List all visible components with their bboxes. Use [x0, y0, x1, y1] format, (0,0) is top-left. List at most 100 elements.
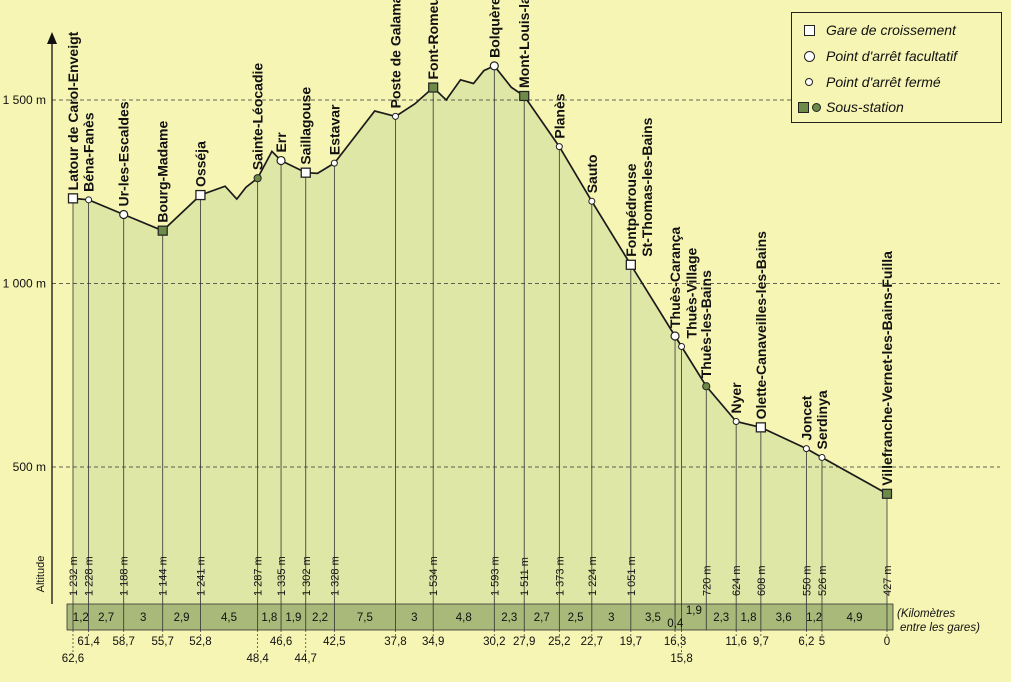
km-label: 0: [884, 636, 890, 648]
altitude-label: 550 m: [801, 565, 813, 596]
station-marker-ferme: [802, 445, 810, 453]
legend-item-sous-station: Sous-station: [792, 95, 1001, 119]
station-name: Osséja: [192, 141, 208, 187]
station-name: Mont-Louis-la-Cabanasse: [516, 0, 532, 88]
km-label: 48,4: [246, 653, 269, 665]
altitude-label: 1 232 m: [68, 556, 80, 596]
segment-distance: 7,5: [357, 612, 373, 624]
altitude-label: 624 m: [731, 565, 743, 596]
segment-distance: 1,2: [73, 612, 89, 624]
station-marker-ferme: [818, 453, 826, 461]
legend-label: Point d'arrêt fermé: [826, 74, 941, 90]
filled-square-icon: [797, 101, 809, 113]
segment-distance: 2,5: [568, 612, 584, 624]
x-axis-note: entre les gares): [900, 622, 980, 634]
segment-distance: 3: [411, 612, 417, 624]
altitude-label: 1 335 m: [276, 556, 288, 596]
station-name: Latour de Carol-Enveigt: [65, 31, 81, 190]
altitude-label: 1 228 m: [84, 556, 96, 596]
segment-distance: 3,5: [645, 612, 661, 624]
station-name: Serdinya: [814, 390, 830, 449]
station-marker-gare: [755, 422, 767, 433]
segment-distance: 4,8: [456, 612, 472, 624]
altitude-label: 427 m: [882, 565, 894, 596]
station-marker-facultatif: [489, 61, 499, 71]
y-axis-arrow: [47, 32, 57, 44]
km-label: 46,6: [270, 636, 292, 648]
y-axis-label: Altitude: [35, 556, 47, 593]
station-name: Ur-les-Escaldes: [116, 101, 132, 206]
station-marker-ferme: [85, 196, 93, 204]
altitude-label: 1 051 m: [626, 556, 638, 596]
km-label: 55,7: [152, 636, 174, 648]
altitude-label: 1 224 m: [587, 556, 599, 596]
altitude-label: 1 328 m: [329, 556, 341, 596]
station-marker-gare: [195, 189, 206, 201]
station-marker-ferme: [678, 342, 686, 350]
segment-distance: 0,4: [667, 618, 684, 630]
station-marker-sous-station: [519, 90, 530, 102]
station-name: Bourg-Madame: [155, 121, 171, 223]
km-label: 25,2: [548, 636, 570, 648]
station-marker-gare: [67, 193, 79, 204]
segment-distance: 4,5: [221, 612, 237, 624]
station-name: Sainte-Léocadie: [250, 63, 266, 171]
legend: Gare de croissement Point d'arrêt facult…: [791, 12, 1002, 123]
station-name: Nyer: [728, 382, 744, 414]
station-marker-ferme: [330, 159, 338, 167]
station-marker-ferme: [588, 197, 596, 205]
station-marker-ferme: [555, 143, 563, 151]
station-name: Poste de Galaman: [387, 0, 403, 108]
altitude-label: 1 241 m: [195, 556, 207, 596]
station-name: Joncet: [798, 395, 814, 440]
station-marker-facultatif: [119, 209, 129, 220]
km-label: 11,6: [725, 636, 747, 648]
small-circle-icon: [805, 78, 813, 86]
station-marker-gare: [625, 259, 636, 270]
segment-distance: 1,9: [686, 605, 702, 617]
station-name: Thuès-Carança: [667, 227, 683, 328]
altitude-label: 1 287 m: [253, 556, 265, 596]
segment-distance: 4,9: [846, 612, 862, 624]
altitude-label: 1 534 m: [428, 556, 440, 596]
station-name: Estavar: [326, 104, 342, 155]
km-label: 30,2: [483, 636, 505, 648]
station-name: Villefranche-Vernet-les-Bains-Fuilla: [879, 251, 895, 486]
km-label: 58,7: [113, 636, 135, 648]
station-marker-sous-station: [702, 382, 711, 391]
x-axis-note: (Kilomètres: [897, 608, 955, 620]
altitude-label: 720 m: [701, 565, 713, 596]
station-name: Thuès-Village: [684, 247, 700, 338]
altitude-label: 526 m: [817, 565, 829, 596]
altitude-label: 1 302 m: [301, 556, 313, 596]
legend-label: Gare de croissement: [826, 22, 956, 38]
km-label: 52,8: [189, 636, 211, 648]
segment-distance: 2,7: [98, 612, 114, 624]
station-marker-sous-station: [428, 82, 439, 93]
km-label: 34,9: [422, 636, 444, 648]
station-marker-sous-station: [157, 225, 168, 236]
altitude-label: 1 373 m: [554, 556, 566, 596]
station-marker-ferme: [732, 417, 740, 425]
station-marker-facultatif: [670, 331, 680, 341]
km-label: 42,5: [323, 636, 345, 648]
legend-item-ferme: Point d'arrêt fermé: [792, 70, 1001, 94]
altitude-label: 1 144 m: [158, 556, 170, 596]
filled-circle-icon: [811, 102, 821, 112]
segment-distance: 2,9: [174, 612, 190, 624]
legend-label: Sous-station: [826, 99, 904, 115]
station-name: St-Thomas-les-Bains: [639, 117, 655, 256]
km-label: 9,7: [753, 636, 769, 648]
profile-area: [73, 65, 887, 604]
station-name: Fontpédrouse: [623, 163, 639, 257]
segment-distance: 1,9: [285, 612, 301, 624]
altitude-label: 1 511 m: [519, 557, 531, 596]
km-label: 37,8: [384, 636, 406, 648]
km-label: 44,7: [295, 653, 317, 665]
station-marker-ferme: [391, 112, 399, 120]
segment-distance: 1,8: [261, 612, 277, 624]
legend-label: Point d'arrêt facultatif: [826, 48, 958, 64]
altitude-label: 1 188 m: [119, 556, 131, 596]
station-name: Sauto: [584, 154, 600, 193]
segment-distance: 2,3: [713, 612, 729, 624]
